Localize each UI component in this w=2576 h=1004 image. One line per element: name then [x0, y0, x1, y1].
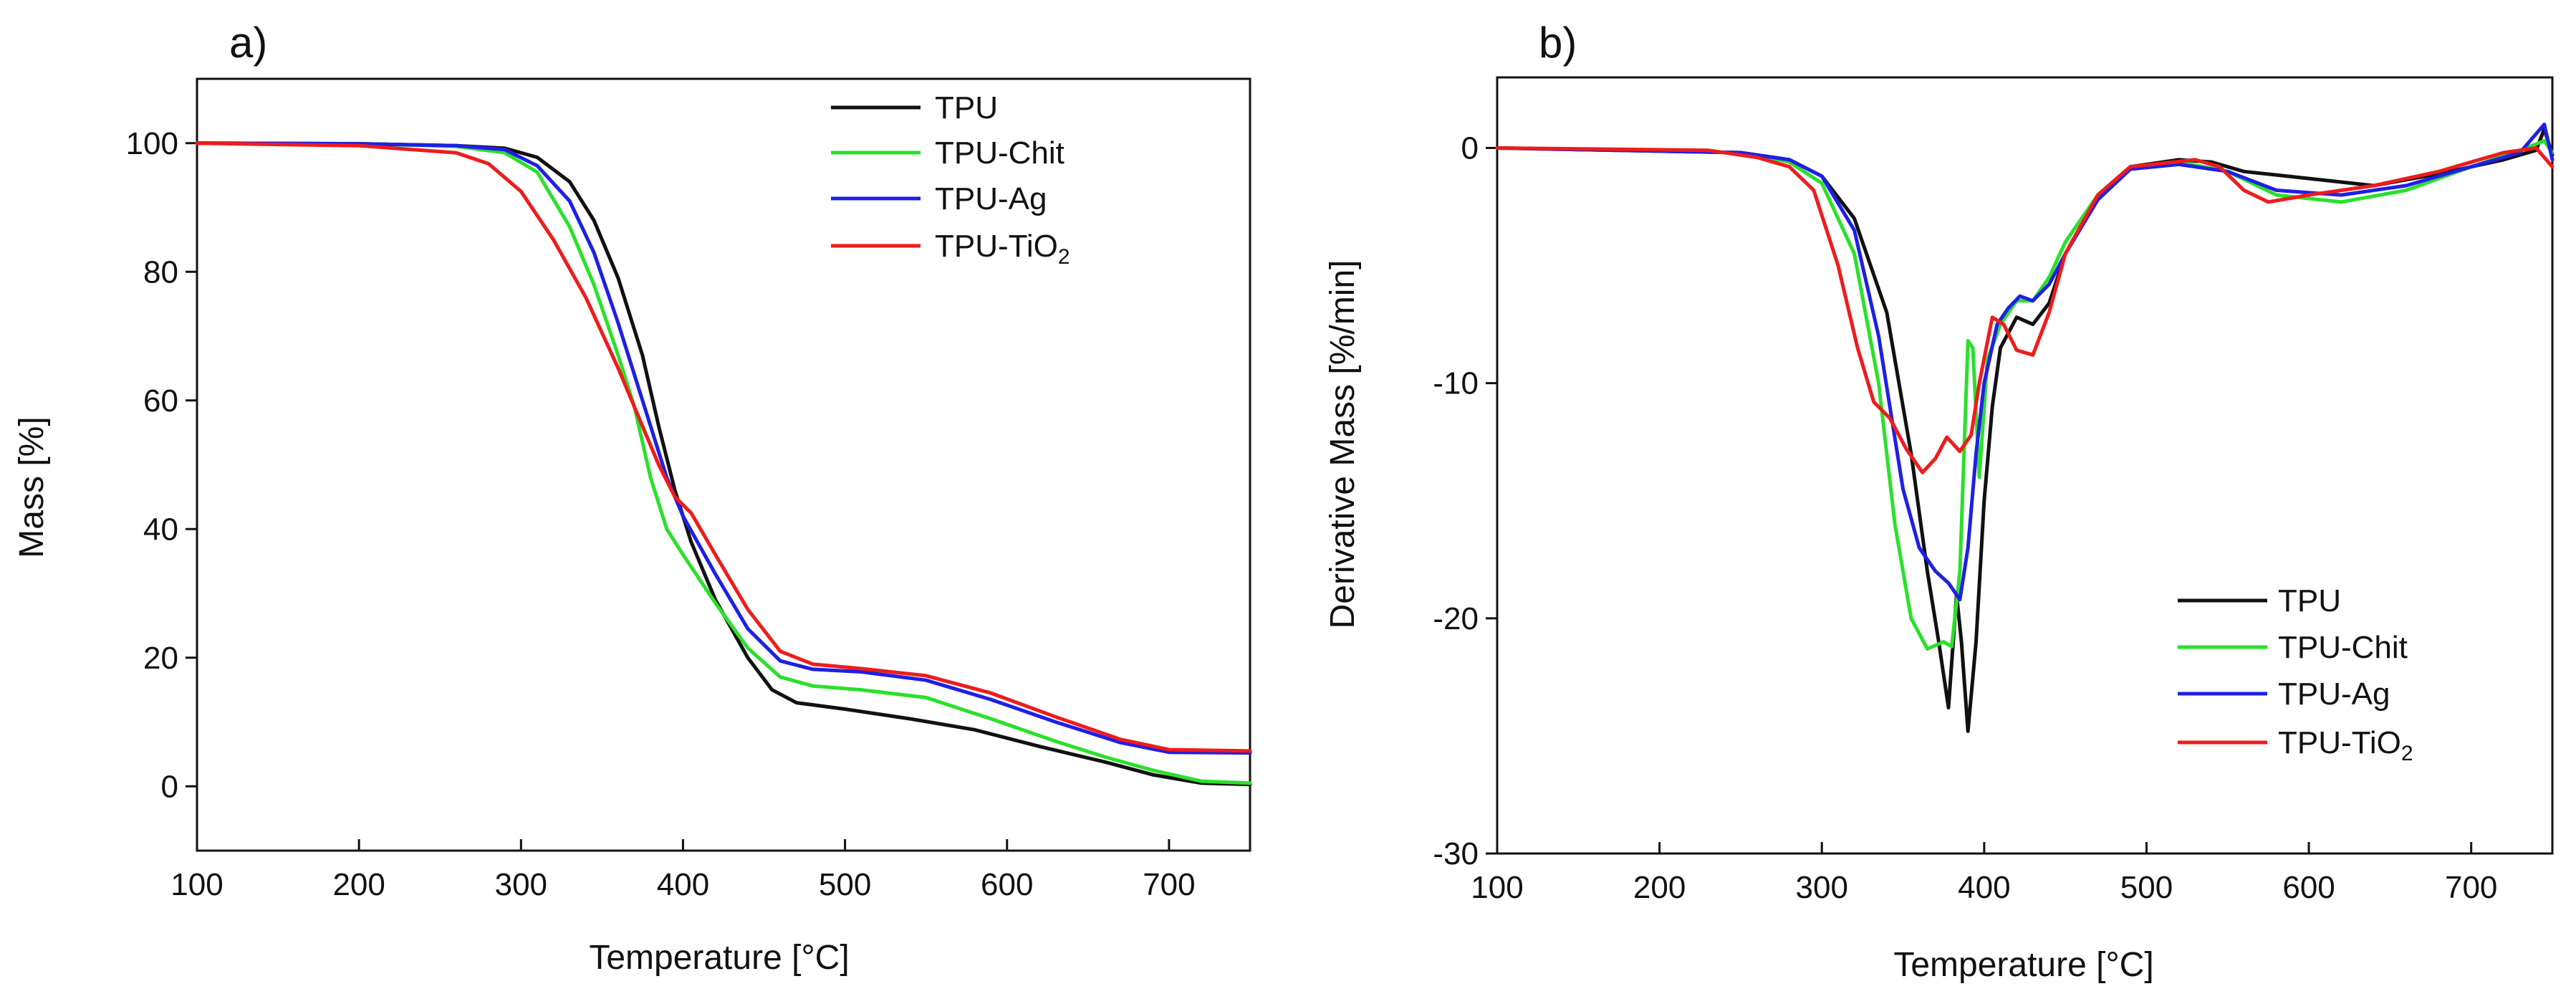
x-tick-label: 100	[170, 867, 223, 902]
series-line-tpu	[1495, 127, 2555, 733]
y-tick-label: 60	[143, 383, 178, 419]
series-line-tpu-tio2	[1495, 146, 2555, 474]
panel-a-x-axis-title: Temperature [°C]	[589, 939, 849, 977]
panel-b-plot-frame	[1496, 76, 2554, 855]
panel-b-label: b)	[1539, 19, 1577, 67]
panel-a-series	[195, 141, 1252, 787]
series-line-tpu-chit	[195, 141, 1252, 785]
x-tick-label: 200	[332, 867, 385, 902]
series-line-tpu-chit	[1495, 139, 2555, 651]
x-tick-label: 200	[1633, 870, 1686, 905]
legend-label-tpu-ag: TPU-Ag	[2278, 676, 2390, 712]
x-tick-label: 100	[1471, 870, 1523, 905]
x-tick-label: 400	[1958, 870, 2010, 905]
series-line-tpu-ag	[195, 141, 1252, 755]
panel-b-series	[1495, 123, 2555, 733]
x-tick-label: 300	[1796, 870, 1848, 905]
legend-label-tpu-ag: TPU-Ag	[935, 181, 1047, 216]
y-tick-label: 40	[143, 512, 178, 547]
y-tick-label: 0	[161, 769, 178, 804]
series-line-tpu-tio2	[195, 141, 1252, 753]
panel-b-x-axis-title: Temperature [°C]	[1893, 946, 2153, 984]
y-tick-label: 20	[143, 641, 178, 676]
x-tick-label: 500	[819, 867, 871, 902]
x-tick-label: 400	[657, 867, 709, 902]
legend-label-tpu-chit: TPU-Chit	[2278, 630, 2408, 665]
y-tick-label: 100	[126, 126, 178, 161]
x-tick-label: 600	[981, 867, 1033, 902]
panel-a-legend: TPU TPU-Chit TPU-Ag TPU-TiO2	[831, 90, 1070, 269]
legend-label-tpu: TPU	[2278, 583, 2341, 618]
x-tick-label: 300	[495, 867, 547, 902]
panel-a-y-axis-title: Mass [%]	[13, 416, 51, 558]
panel-a-label: a)	[229, 19, 267, 67]
panel-a-ticks: 100 200 300 400 500 600 700 0 20 40 60 80 100	[126, 126, 1196, 902]
panel-a-plot-frame	[196, 77, 1251, 852]
y-tick-label: -20	[1433, 601, 1479, 636]
x-tick-label: 600	[2282, 870, 2335, 905]
y-tick-label: -10	[1433, 366, 1479, 401]
legend-label-tpu: TPU	[935, 90, 998, 125]
panel-b-legend: TPU TPU-Chit TPU-Ag TPU-TiO2	[2178, 583, 2413, 765]
panel-b-y-axis-title: Derivative Mass [%/min]	[1324, 260, 1362, 629]
legend-label-tpu-chit: TPU-Chit	[935, 135, 1064, 171]
series-line-tpu-ag	[1495, 123, 2555, 602]
y-tick-label: -30	[1433, 836, 1479, 871]
x-tick-label: 500	[2120, 870, 2173, 905]
panel-b-derivative-chart: b) Temperature [°C] Derivative Mass [%/m…	[1324, 19, 2555, 984]
y-tick-label: 80	[143, 254, 178, 290]
panel-a-mass-chart: a) Temperature [°C] Mass [%] 100 200 300 40…	[13, 19, 1252, 977]
x-tick-label: 700	[2445, 870, 2497, 905]
legend-label-tpu-tio2: TPU-TiO2	[2278, 725, 2413, 765]
series-line-tpu	[195, 141, 1252, 787]
x-tick-label: 700	[1143, 867, 1195, 902]
panel-b-ticks: 100 200 300 400 500 600 700 -30 -20 -10 0	[1433, 130, 2497, 905]
y-tick-label: 0	[1461, 130, 1479, 166]
legend-label-tpu-tio2: TPU-TiO2	[935, 229, 1070, 269]
